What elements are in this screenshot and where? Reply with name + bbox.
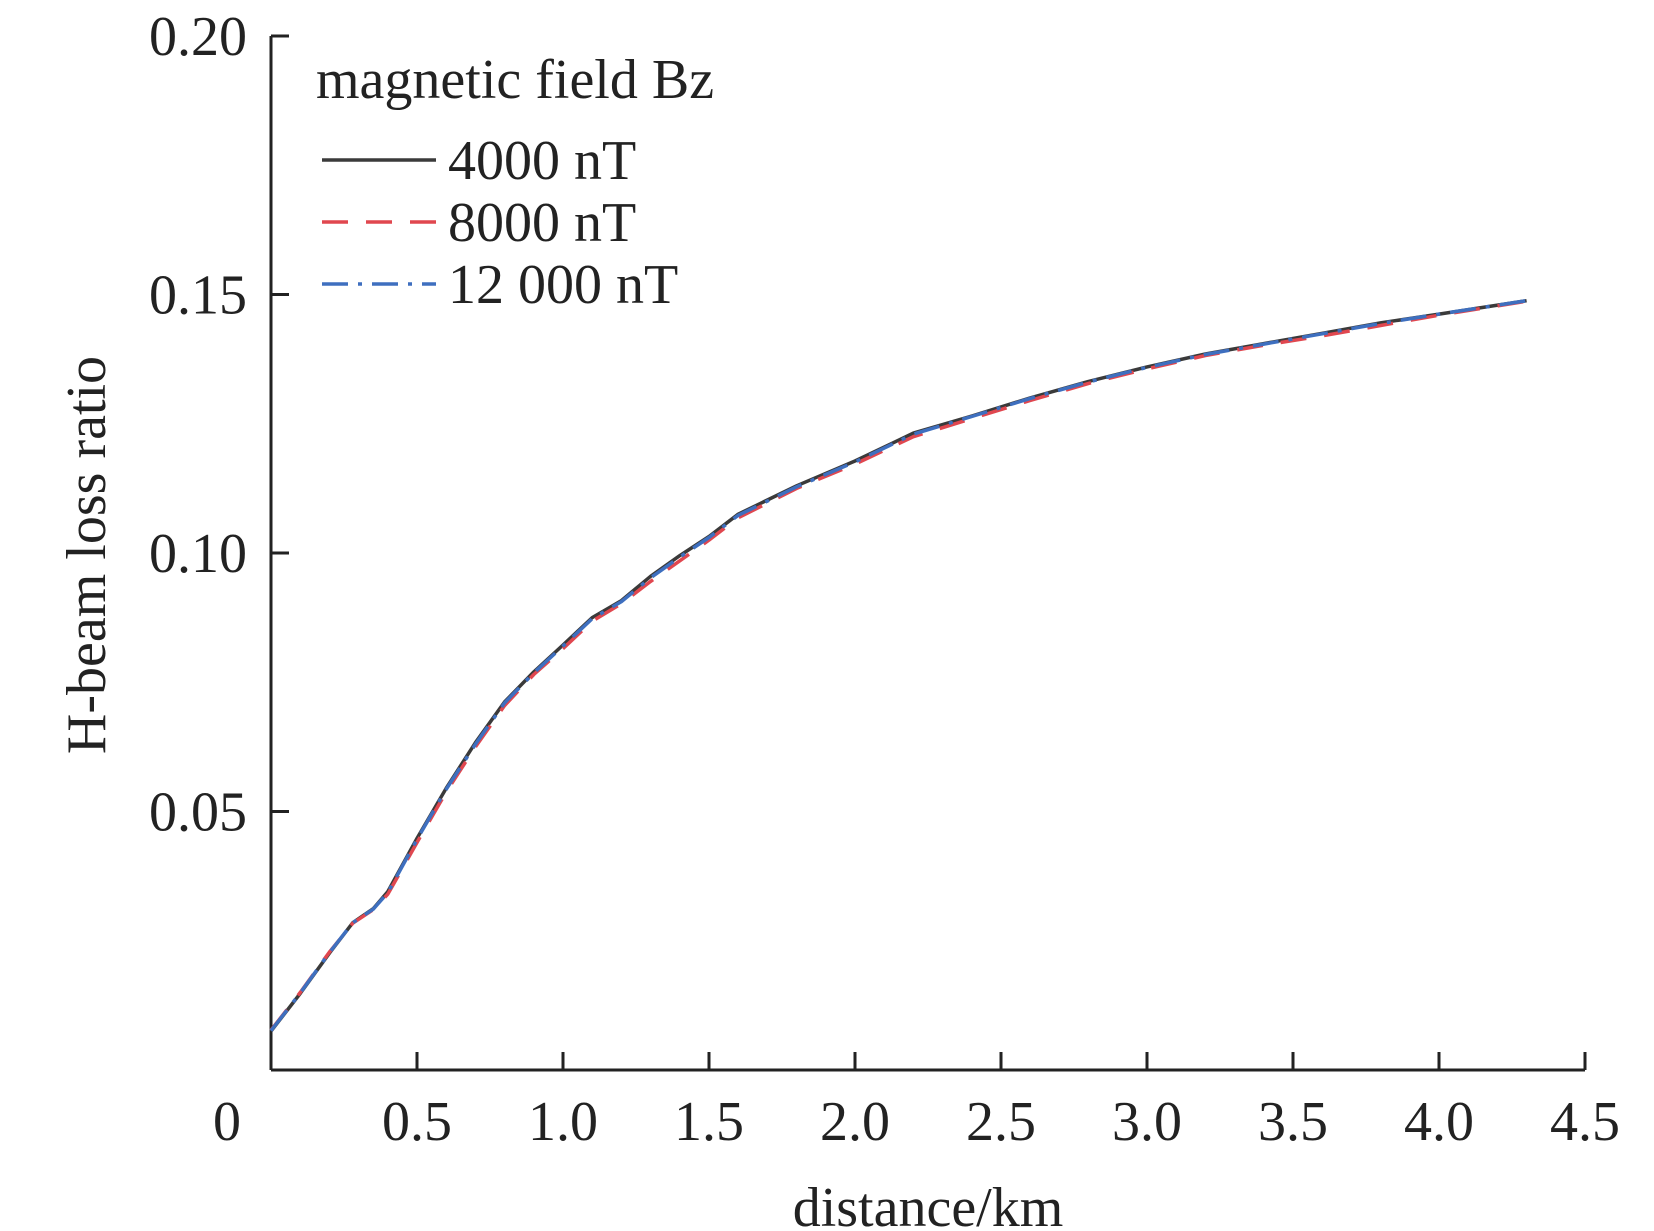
x-axis-title: distance/km: [793, 1177, 1064, 1231]
x-tick-label: 0.5: [382, 1091, 452, 1153]
legend-title: magnetic field Bz: [316, 49, 714, 111]
series-group: [269, 298, 1527, 1033]
y-tick-label: 0.15: [149, 265, 247, 327]
x-tick-label: 2.5: [966, 1091, 1036, 1153]
x-tick-label: 1.0: [528, 1091, 598, 1153]
x-tick-label: 2.0: [820, 1091, 890, 1153]
y-tick-label: 0.10: [149, 523, 247, 585]
series-line-2: [269, 299, 1527, 1032]
y-ticks: 0.05 0.10 0.15 0.20: [149, 6, 289, 844]
y-tick-label: 0.05: [149, 782, 247, 844]
x-tick-label: 3.0: [1112, 1091, 1182, 1153]
y-axis-title: H-beam loss ratio: [56, 356, 118, 754]
x-tick-label: 4.0: [1404, 1091, 1474, 1153]
y-tick-label: 0.20: [149, 6, 247, 68]
legend-label-2: 8000 nT: [448, 192, 636, 254]
x-tick-label: 0: [213, 1091, 241, 1153]
legend-label-1: 4000 nT: [448, 130, 636, 192]
x-ticks: 0 0.5 1.0 1.5 2.0 2.5 3.0 3.5 4.0 4.5: [213, 1052, 1620, 1153]
x-tick-label: 1.5: [674, 1091, 744, 1153]
x-tick-label: 4.5: [1550, 1091, 1620, 1153]
series-line-1: [269, 298, 1527, 1033]
legend-label-3: 12 000 nT: [448, 254, 678, 316]
x-tick-label: 3.5: [1258, 1091, 1328, 1153]
series-line-3: [269, 298, 1527, 1032]
